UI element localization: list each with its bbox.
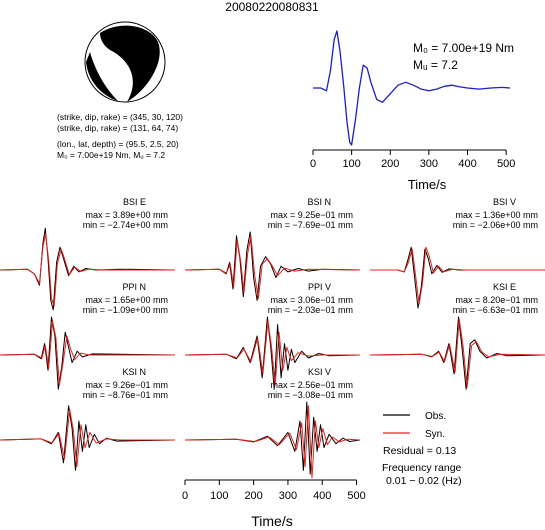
figure-title: 20080220080831 (225, 0, 319, 14)
observed-trace (0, 227, 176, 311)
station-label: BSI E (123, 197, 146, 207)
residual-text: Residual = 0.13 (383, 445, 456, 457)
synthetic-trace (184, 405, 361, 479)
beachball-line-4: M₀ = 7.00e+19 Nm, Mᵤ = 7.2 (57, 150, 165, 160)
stf-x-tick-label: 400 (458, 158, 476, 170)
amplitude-max: max = 2.56e−01 mm (270, 380, 353, 390)
legend: Obs. Syn. (383, 411, 446, 440)
amplitude-min: min = −7.69e−01 mm (268, 220, 353, 230)
amplitude-min: min = −2.74e+00 mm (83, 220, 168, 230)
stf-x-axis-label: Time/s (408, 177, 447, 192)
station-label: BSI N (307, 197, 331, 207)
waveform-x-tick-label: 300 (279, 490, 297, 502)
observed-trace (184, 401, 361, 475)
stf-x-tick-label: 500 (497, 158, 515, 170)
waveform-x-tick-label: 500 (347, 490, 365, 502)
stf-x-tick-label: 100 (342, 158, 360, 170)
amplitude-min: min = −3.08e−01 mm (268, 390, 353, 400)
beachball-line-1: (strike, dip, rake) = (345, 30, 120) (57, 112, 183, 122)
amplitude-min: min = −1.09e+00 mm (83, 305, 168, 315)
waveform-x-tick-label: 200 (244, 490, 262, 502)
waveform-x-tick-label: 0 (182, 490, 188, 502)
waveform-x-tick-label: 100 (210, 490, 228, 502)
amplitude-max: max = 3.06e−01 mm (270, 295, 353, 305)
stf-moment-annotation: M₀ = 7.00e+19 Nm (413, 41, 514, 55)
beachball-line-2: (strike, dip, rake) = (131, 64, 74) (57, 123, 178, 133)
stf-magnitude-annotation: Mᵤ = 7.2 (413, 58, 458, 72)
amplitude-max: max = 8.20e−01 mm (455, 295, 538, 305)
amplitude-min: min = −6.63e−01 mm (453, 305, 538, 315)
observed-trace (0, 405, 176, 471)
station-label: KSI V (308, 367, 331, 377)
synthetic-trace (0, 233, 175, 307)
source-time-function-plot: 0 100 200 300 400 500 Time/s M₀ = 7.00e+19 Nm Mᵤ… (310, 30, 515, 192)
beachball-compressional-quadrant (100, 25, 160, 102)
synthetic-trace (184, 320, 360, 386)
synthetic-trace (0, 320, 175, 386)
amplitude-max: max = 9.26e−01 mm (85, 380, 168, 390)
stf-x-tick-label: 300 (420, 158, 438, 170)
synthetic-trace (0, 409, 175, 468)
observed-trace (370, 246, 545, 309)
frequency-label: Frequency range (382, 462, 462, 474)
frequency-range: 0.01 − 0.02 (Hz) (386, 475, 462, 487)
station-label: PPI V (308, 282, 331, 292)
observed-trace (369, 316, 545, 390)
station-label: KSI E (493, 282, 516, 292)
amplitude-min: min = −2.06e+00 mm (453, 220, 538, 230)
station-label: BSI V (493, 197, 516, 207)
observed-trace (0, 316, 176, 390)
legend-synthetic-label: Syn. (425, 429, 445, 440)
amplitude-min: min = −2.03e−01 mm (268, 305, 353, 315)
amplitude-max: max = 3.89e+00 mm (85, 210, 168, 220)
beachball (84, 21, 166, 103)
amplitude-max: max = 9.25e−01 mm (270, 210, 353, 220)
beachball-line-3: (lon., lat, depth) = (95.5, 2.5, 20) (57, 139, 179, 149)
stf-x-tick-label: 0 (310, 158, 316, 170)
waveform-x-tick-label: 400 (313, 490, 331, 502)
amplitude-max: max = 1.36e+00 mm (455, 210, 538, 220)
synthetic-trace (370, 246, 545, 305)
beachball-compressional-sliver (86, 52, 118, 101)
station-label: KSI N (122, 367, 146, 377)
synthetic-trace (369, 318, 545, 388)
amplitude-min: min = −8.76e−01 mm (83, 390, 168, 400)
station-label: PPI N (122, 282, 146, 292)
stf-x-tick-label: 200 (381, 158, 399, 170)
waveform-x-axis-label: Time/s (251, 513, 292, 529)
synthetic-trace (184, 235, 361, 299)
amplitude-max: max = 1.65e+00 mm (85, 295, 168, 305)
legend-observed-label: Obs. (425, 411, 446, 422)
stf-series-line (313, 30, 511, 146)
